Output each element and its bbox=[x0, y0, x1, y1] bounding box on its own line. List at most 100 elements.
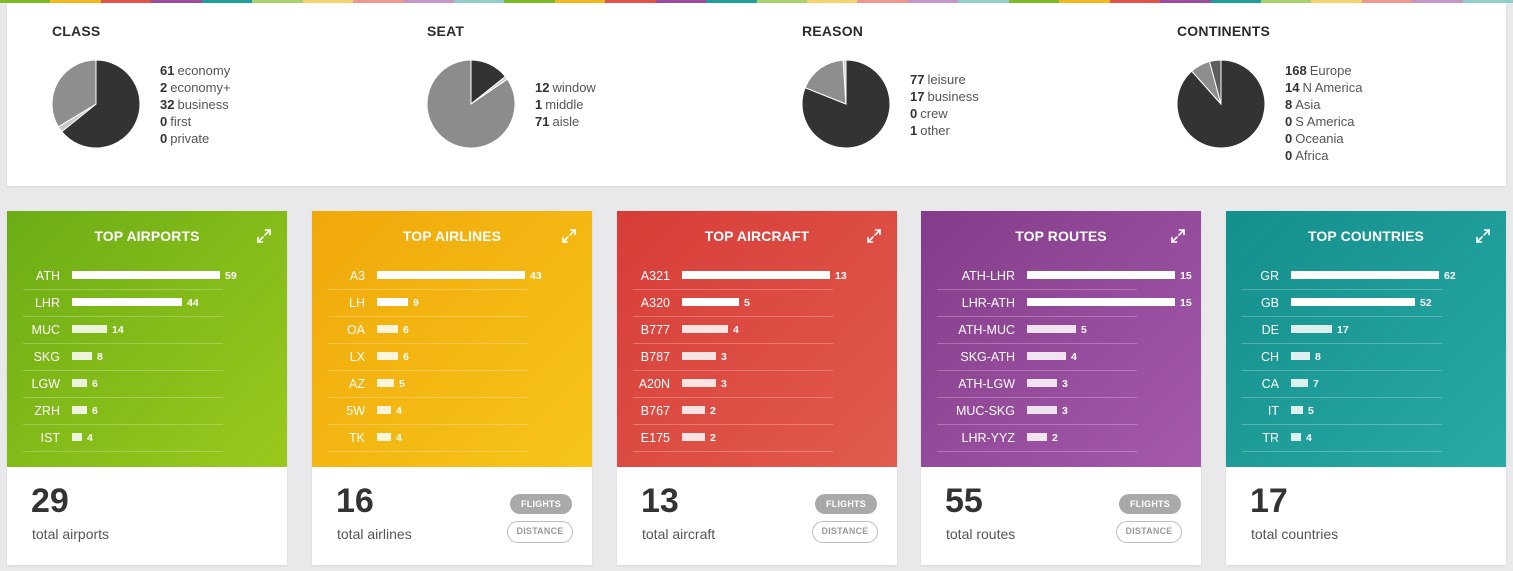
stripe-segment bbox=[907, 0, 959, 3]
legend-label: other bbox=[920, 123, 950, 138]
bar-row[interactable]: CH 8 bbox=[1242, 344, 1442, 371]
bar-row[interactable]: B787 3 bbox=[633, 344, 833, 371]
legend-item: 0 crew bbox=[910, 105, 979, 122]
reason-stat: REASON 77 leisure 17 business 0 crew 1 other bbox=[757, 3, 1127, 186]
legend-label: middle bbox=[545, 97, 584, 112]
bar-row[interactable]: A320 5 bbox=[633, 290, 833, 317]
legend-count: 0 bbox=[1285, 114, 1293, 129]
bar-row[interactable]: GR 62 bbox=[1242, 263, 1456, 290]
bar-row[interactable]: ATH-MUC 5 bbox=[937, 317, 1137, 344]
seat-title: SEAT bbox=[427, 23, 465, 39]
bar-row[interactable]: CA 7 bbox=[1242, 371, 1442, 398]
flights-toggle-button[interactable]: FLIGHTS bbox=[510, 494, 572, 514]
bar-row[interactable]: B767 2 bbox=[633, 398, 833, 425]
bar-row[interactable]: ATH-LHR 15 bbox=[937, 263, 1192, 290]
expand-arrows-icon[interactable] bbox=[1475, 228, 1491, 244]
legend-count: 12 bbox=[535, 80, 550, 95]
total-count: 17 bbox=[1250, 482, 1288, 520]
class-pie-chart bbox=[51, 59, 141, 149]
total-label: total airlines bbox=[337, 526, 412, 542]
bar-fill bbox=[1291, 298, 1415, 306]
legend-count: 2 bbox=[160, 80, 168, 95]
top-countries-card: TOP COUNTRIES GR 62 GB 52 DE 17 CH 8 CA 7 IT 5 TR 4 17 t… bbox=[1226, 211, 1506, 565]
bar-label: A20N bbox=[638, 377, 670, 391]
bar-row[interactable]: DE 17 bbox=[1242, 317, 1442, 344]
bar-label: 5W bbox=[346, 404, 365, 418]
bar-fill bbox=[377, 298, 408, 306]
bar-row[interactable]: A321 13 bbox=[633, 263, 847, 290]
bar-row[interactable]: MUC 14 bbox=[23, 317, 223, 344]
bar-fill bbox=[377, 271, 525, 279]
bar-row[interactable]: LHR-ATH 15 bbox=[937, 290, 1192, 317]
distance-toggle-button[interactable]: DISTANCE bbox=[507, 521, 573, 543]
reason-legend: 77 leisure 17 business 0 crew 1 other bbox=[910, 71, 979, 139]
bar-row[interactable]: IT 5 bbox=[1242, 398, 1442, 425]
stripe-segment bbox=[554, 0, 606, 3]
bar-row[interactable]: ATH-LGW 3 bbox=[937, 371, 1137, 398]
bar-row[interactable]: 5W 4 bbox=[328, 398, 528, 425]
bar-list: A3 43 LH 9 OA 6 LX 6 AZ 5 5W 4 TK 4 bbox=[328, 263, 542, 452]
bar-row[interactable]: A20N 3 bbox=[633, 371, 833, 398]
expand-arrows-icon[interactable] bbox=[561, 228, 577, 244]
bar-row[interactable]: LHR 44 bbox=[23, 290, 223, 317]
bar-value: 13 bbox=[835, 270, 847, 282]
bar-row[interactable]: MUC-SKG 3 bbox=[937, 398, 1137, 425]
class-title: CLASS bbox=[52, 23, 101, 39]
bar-row[interactable]: GB 52 bbox=[1242, 290, 1442, 317]
bar-fill bbox=[1291, 433, 1301, 441]
stripe-segment bbox=[1412, 0, 1463, 3]
expand-arrows-icon[interactable] bbox=[1170, 228, 1186, 244]
legend-count: 77 bbox=[910, 72, 925, 87]
bar-row[interactable]: B777 4 bbox=[633, 317, 833, 344]
bar-row[interactable]: TR 4 bbox=[1242, 425, 1442, 452]
top-routes-card: TOP ROUTES ATH-LHR 15 LHR-ATH 15 ATH-MUC 5 SKG-… bbox=[921, 211, 1201, 565]
bar-list: ATH-LHR 15 LHR-ATH 15 ATH-MUC 5 SKG-ATH 4 ATH-LG… bbox=[937, 263, 1192, 452]
bar-row[interactable]: LH 9 bbox=[328, 290, 528, 317]
stripe-segment bbox=[0, 0, 51, 3]
stripe-segment bbox=[706, 0, 757, 3]
distance-toggle-button[interactable]: DISTANCE bbox=[812, 521, 878, 543]
bar-row[interactable]: SKG 8 bbox=[23, 344, 223, 371]
legend-item: 2 economy+ bbox=[160, 79, 231, 96]
bar-row[interactable]: ATH 59 bbox=[23, 263, 237, 290]
bar-row[interactable]: AZ 5 bbox=[328, 371, 528, 398]
card-header: TOP AIRPORTS ATH 59 LHR 44 MUC 14 SKG 8 LGW 6 ZRH 6 I… bbox=[7, 211, 287, 467]
legend-count: 1 bbox=[910, 123, 918, 138]
stripe-segment bbox=[353, 0, 404, 3]
expand-arrows-icon[interactable] bbox=[866, 228, 882, 244]
stripe-segment bbox=[958, 0, 1009, 3]
bar-row[interactable]: IST 4 bbox=[23, 425, 223, 452]
flights-toggle-button[interactable]: FLIGHTS bbox=[815, 494, 877, 514]
pie-slice-business bbox=[51, 59, 97, 128]
bar-fill bbox=[682, 406, 705, 414]
bar-row[interactable]: E175 2 bbox=[633, 425, 833, 452]
continents-pie-chart bbox=[1176, 59, 1266, 149]
legend-item: 0 Oceania bbox=[1285, 130, 1362, 147]
top-airports-card: TOP AIRPORTS ATH 59 LHR 44 MUC 14 SKG 8 LGW 6 ZRH 6 I… bbox=[7, 211, 287, 565]
pie-slice-leisure bbox=[801, 59, 891, 149]
card-footer: 17 total countries bbox=[1226, 467, 1506, 565]
flights-toggle-button[interactable]: FLIGHTS bbox=[1119, 494, 1181, 514]
expand-arrows-icon[interactable] bbox=[256, 228, 272, 244]
distance-toggle-button[interactable]: DISTANCE bbox=[1116, 521, 1182, 543]
bar-label: LHR-YYZ bbox=[961, 431, 1015, 445]
bar-label: TR bbox=[1262, 431, 1279, 445]
bar-label: LHR-ATH bbox=[961, 296, 1015, 310]
bar-row[interactable]: LHR-YYZ 2 bbox=[937, 425, 1137, 452]
bar-row[interactable]: A3 43 bbox=[328, 263, 542, 290]
bar-value: 4 bbox=[396, 432, 402, 444]
bar-row[interactable]: ZRH 6 bbox=[23, 398, 223, 425]
bar-fill bbox=[377, 325, 398, 333]
card-title: TOP AIRLINES bbox=[402, 228, 502, 244]
bar-row[interactable]: OA 6 bbox=[328, 317, 528, 344]
bar-row[interactable]: LX 6 bbox=[328, 344, 528, 371]
bar-label: E175 bbox=[640, 431, 670, 445]
card-title: TOP AIRCRAFT bbox=[704, 228, 810, 244]
bar-row[interactable]: LGW 6 bbox=[23, 371, 223, 398]
bar-row[interactable]: SKG-ATH 4 bbox=[937, 344, 1137, 371]
bar-fill bbox=[72, 298, 182, 306]
legend-item: 0 private bbox=[160, 130, 231, 147]
bar-row[interactable]: TK 4 bbox=[328, 425, 528, 452]
legend-label: private bbox=[170, 131, 210, 146]
bar-fill bbox=[1027, 298, 1175, 306]
